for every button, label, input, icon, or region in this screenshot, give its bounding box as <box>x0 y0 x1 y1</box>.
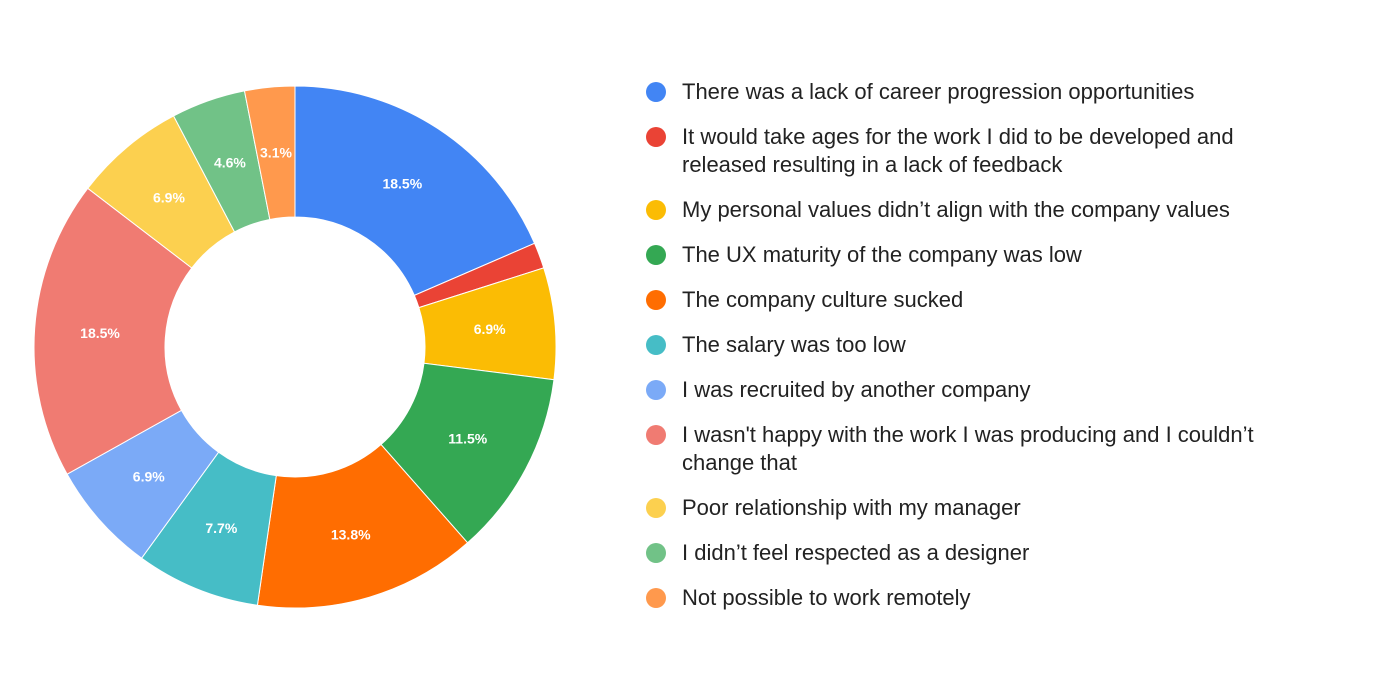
legend-item: The company culture sucked <box>646 286 1386 314</box>
legend-label: There was a lack of career progression o… <box>682 79 1195 104</box>
legend-color-dot <box>646 82 666 102</box>
legend-label: My personal values didn’t align with the… <box>682 197 1230 222</box>
legend-item: My personal values didn’t align with the… <box>646 196 1386 224</box>
donut-slice <box>33 187 193 475</box>
slice-data-label: 7.7% <box>205 520 237 536</box>
legend-item: I didn’t feel respected as a designer <box>646 539 1386 567</box>
donut-slice <box>256 443 469 609</box>
donut-slice <box>294 85 536 297</box>
donut-slices <box>33 85 557 609</box>
slice-data-label: 6.9% <box>133 469 165 485</box>
slice-data-label: 6.9% <box>474 321 506 337</box>
legend-label: The UX maturity of the company was low <box>682 242 1082 267</box>
legend-item: I wasn't happy with the work I was produ… <box>646 421 1386 477</box>
legend-color-dot <box>646 425 666 445</box>
legend-item: I was recruited by another company <box>646 376 1386 404</box>
legend-item: The salary was too low <box>646 331 1386 359</box>
donut-slice-labels: 18.5% 6.9% 11.5% 13.8% 7.7% 6.9% 18.5% 6.9% 4.6%… <box>80 144 506 542</box>
legend-item: It would take ages for the work I did to… <box>646 123 1386 179</box>
legend-color-dot <box>646 380 666 400</box>
donut-slice <box>380 362 555 544</box>
legend-item: Poor relationship with my manager <box>646 494 1386 522</box>
slice-data-label: 18.5% <box>382 176 422 192</box>
legend-color-dot <box>646 498 666 518</box>
legend-label: Poor relationship with my manager <box>682 495 1021 520</box>
donut-chart: 18.5% 6.9% 11.5% 13.8% 7.7% 6.9% 18.5% 6.9% 4.6%… <box>33 85 557 609</box>
legend-color-dot <box>646 127 666 147</box>
legend-item: There was a lack of career progression o… <box>646 78 1386 106</box>
donut-slice <box>243 85 296 221</box>
slice-data-label: 6.9% <box>153 190 185 206</box>
legend-color-dot <box>646 543 666 563</box>
legend-color-dot <box>646 290 666 310</box>
legend-label: I didn’t feel respected as a designer <box>682 540 1030 565</box>
legend-label: The salary was too low <box>682 332 906 357</box>
legend-color-dot <box>646 200 666 220</box>
legend-item: Not possible to work remotely <box>646 584 1386 612</box>
slice-data-label: 3.1% <box>260 144 292 160</box>
legend-label: I wasn't happy with the work I was produ… <box>682 422 1254 475</box>
slice-data-label: 11.5% <box>448 430 487 446</box>
legend-label: It would take ages for the work I did to… <box>682 124 1234 177</box>
legend-color-dot <box>646 588 666 608</box>
legend-color-dot <box>646 335 666 355</box>
slice-data-label: 18.5% <box>80 325 120 341</box>
legend-color-dot <box>646 245 666 265</box>
legend-label: Not possible to work remotely <box>682 585 971 610</box>
slice-data-label: 13.8% <box>331 526 371 542</box>
slice-data-label: 4.6% <box>214 155 246 171</box>
legend-label: I was recruited by another company <box>682 377 1031 402</box>
legend-label: The company culture sucked <box>682 287 964 312</box>
chart-legend: There was a lack of career progression o… <box>646 78 1386 629</box>
legend-item: The UX maturity of the company was low <box>646 241 1386 269</box>
